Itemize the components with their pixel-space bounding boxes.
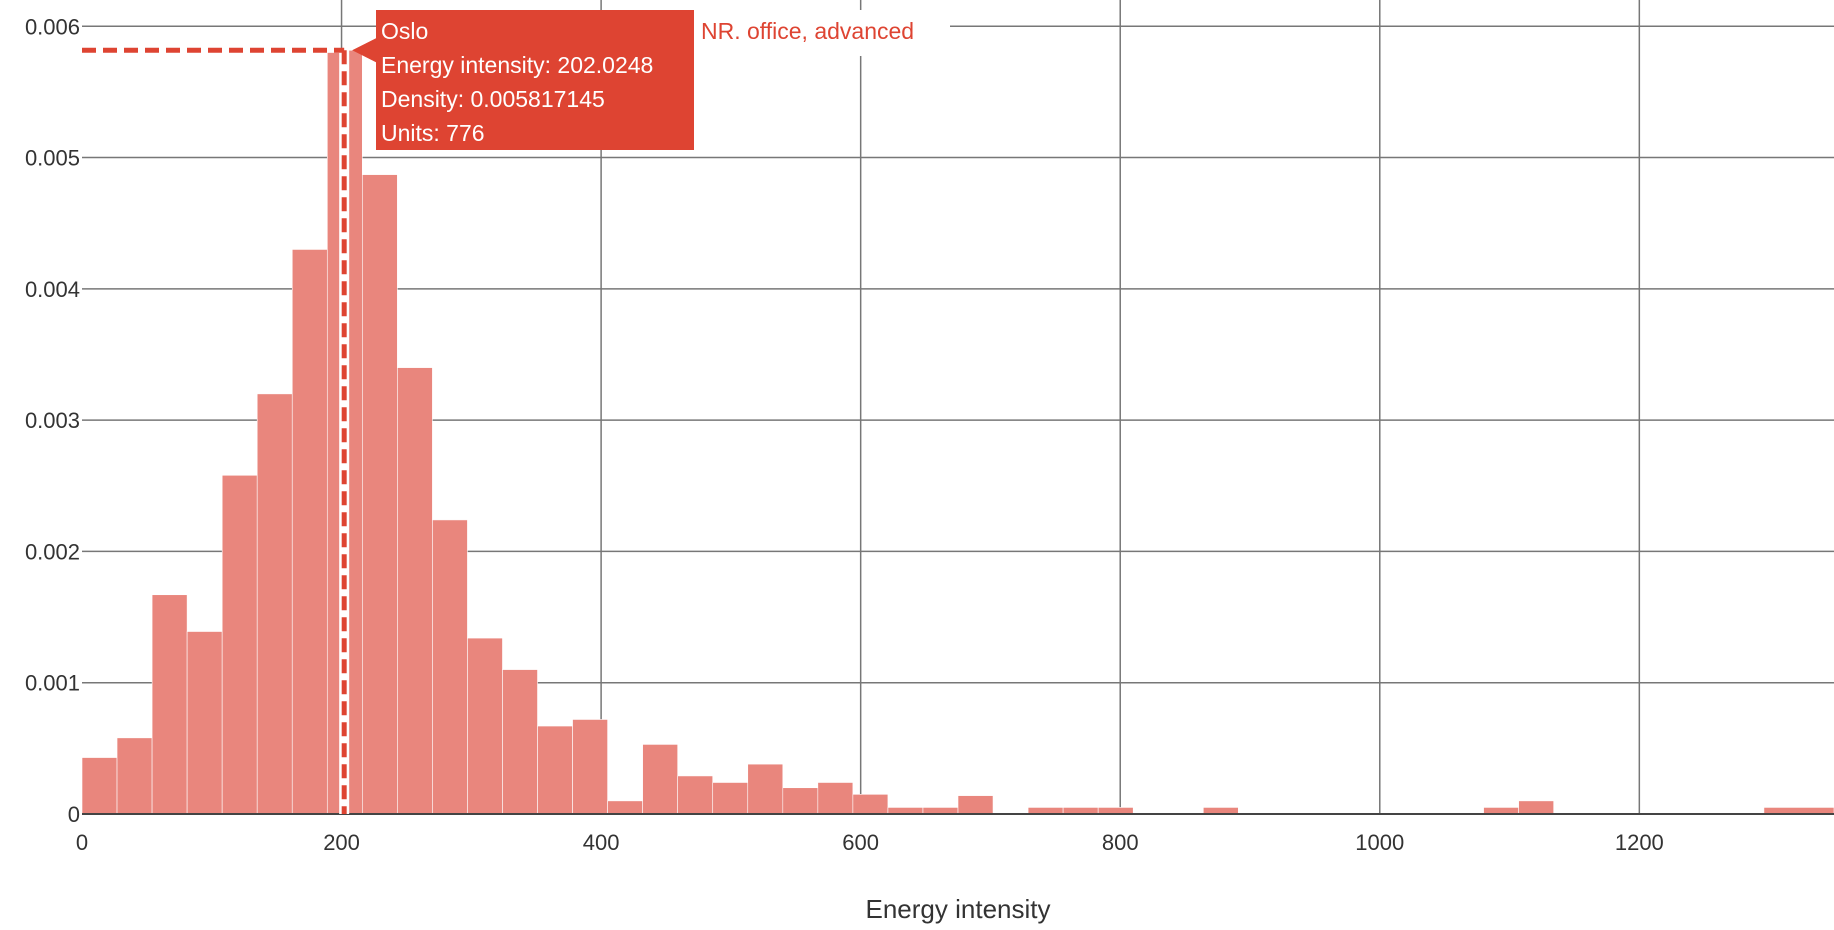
histogram-bar[interactable] [747,763,784,815]
histogram-bar[interactable] [782,787,819,815]
histogram-bar[interactable] [81,757,118,815]
histogram-bar[interactable] [852,794,889,815]
tooltip-trace-name: NR. office, advanced [701,18,914,44]
y-tick-label: 0.002 [25,539,80,564]
y-tick-label: 0 [68,802,80,827]
x-tick-label: 1000 [1355,830,1404,855]
histogram-bar[interactable] [221,474,258,815]
x-tick-label: 0 [76,830,88,855]
y-tick-label: 0.006 [25,14,80,39]
histogram-bar[interactable] [537,725,573,815]
tooltip-trace-label-bg [694,10,950,56]
y-tick-label: 0.001 [25,671,80,696]
histogram-bar[interactable] [151,594,188,815]
bars [81,49,1834,815]
y-tick-label: 0.004 [25,277,80,302]
histogram-bar[interactable] [291,249,328,815]
hover-tooltip: Oslo Energy intensity: 202.0248 Density:… [352,10,950,150]
histogram-bar[interactable] [572,719,608,815]
y-tick-label: 0.003 [25,408,80,433]
histogram-bar[interactable] [362,174,398,815]
histogram-bar[interactable] [397,367,433,815]
histogram-bar[interactable] [1518,800,1554,815]
histogram-bar[interactable] [502,669,538,815]
tooltip-box [376,10,694,150]
tooltip-density: Density: 0.005817145 [381,86,605,112]
histogram-bar[interactable] [186,631,223,815]
histogram-bar[interactable] [677,775,714,815]
histogram-bar[interactable] [256,393,293,815]
histogram-bar[interactable] [817,782,854,815]
histogram-bar[interactable] [467,637,503,815]
histogram-bar[interactable] [642,744,678,815]
tooltip-pointer [352,38,376,63]
x-tick-label: 200 [323,830,360,855]
histogram-bar[interactable] [957,795,994,815]
tooltip-title: Oslo [381,18,428,44]
x-tick-label: 800 [1102,830,1139,855]
x-tick-label: 600 [842,830,879,855]
x-tick-label: 400 [583,830,620,855]
selection-marker [82,47,350,814]
tooltip-units: Units: 776 [381,120,485,146]
histogram-bar[interactable] [432,519,468,815]
axes: 0 0.001 0.002 0.003 0.004 0.005 0.006 0 200 400 60… [25,14,1834,855]
y-tick-label: 0.005 [25,146,80,171]
x-axis-title: Energy intensity [866,894,1051,924]
tooltip-energy-intensity: Energy intensity: 202.0248 [381,52,653,78]
histogram-bar[interactable] [712,782,749,815]
x-tick-label: 1200 [1615,830,1664,855]
histogram-bar[interactable] [116,737,153,815]
histogram-bar[interactable] [607,800,643,815]
